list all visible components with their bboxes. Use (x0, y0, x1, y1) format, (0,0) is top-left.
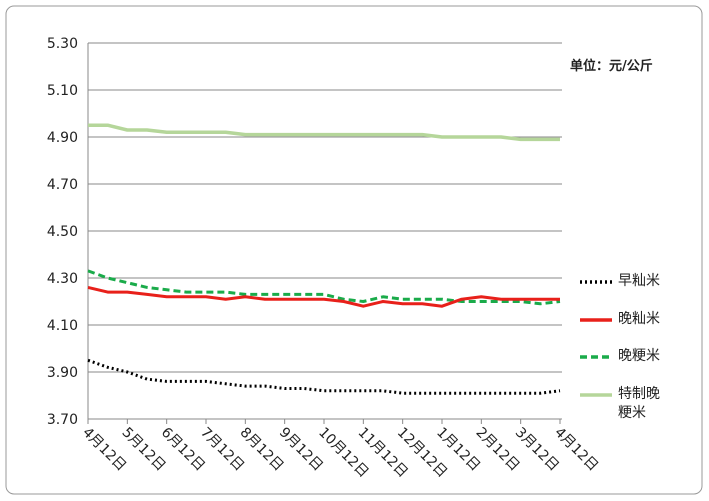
y-tick-label: 5.10 (47, 83, 78, 99)
y-tick-label: 4.90 (47, 130, 78, 146)
y-tick-label: 5.30 (47, 36, 78, 52)
y-tick-label: 4.10 (47, 318, 78, 334)
y-tick-label: 3.90 (47, 365, 78, 381)
chart-border (5, 5, 703, 495)
annotation: 单位：元/公斤 (570, 58, 653, 74)
y-tick-label: 4.70 (47, 177, 78, 193)
series-line (87, 358, 561, 395)
y-tick-label: 4.30 (47, 271, 78, 287)
y-tick-label: 3.70 (47, 412, 78, 428)
legend-label: 早籼米 (618, 273, 660, 289)
series-line (87, 269, 561, 306)
legend-label: 特制晚粳米 (618, 386, 660, 421)
legend-label: 晚粳米 (618, 348, 660, 364)
series-line (88, 123, 560, 142)
legend-label: 晚籼米 (618, 311, 660, 327)
series-line (87, 285, 560, 308)
y-tick-label: 4.50 (47, 224, 78, 240)
